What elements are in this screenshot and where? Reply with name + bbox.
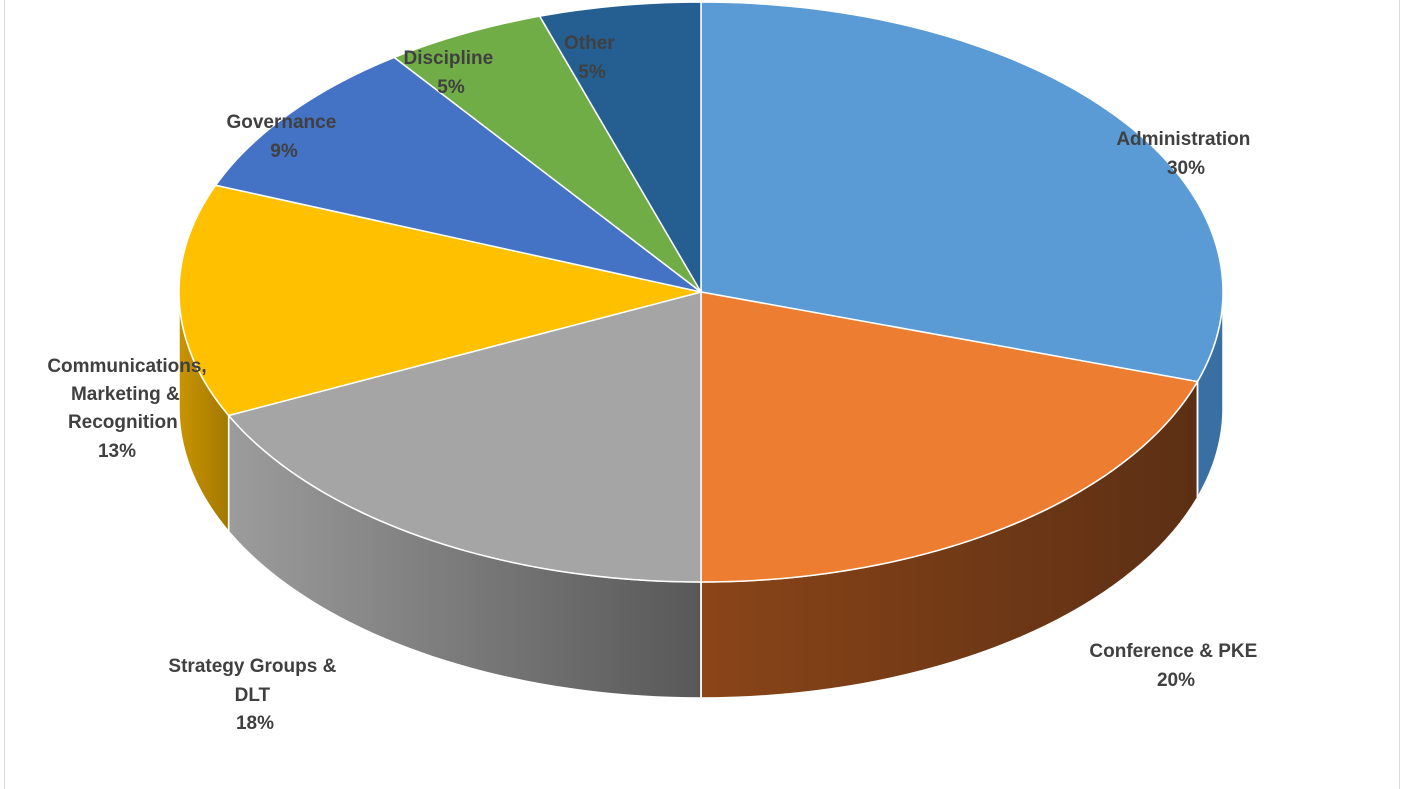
slice-discipline <box>393 15 702 293</box>
label-other: Other 5% <box>564 33 620 83</box>
label-administration: Administration 30% <box>1116 129 1255 179</box>
slice-strategy-groups-dlt <box>227 291 702 583</box>
slice-governance <box>214 56 702 293</box>
chart-frame <box>4 0 1400 789</box>
slice-conference-pke <box>700 291 1199 583</box>
slice-communications-marketing-recognition <box>178 184 702 417</box>
pie-slices <box>178 1 1224 583</box>
slice-other <box>538 1 702 293</box>
slice-administration <box>700 1 1224 383</box>
data-labels: Administration 30% Conference & PKE 20% … <box>47 33 1262 734</box>
label-discipline: Discipline 5% <box>403 48 498 98</box>
label-strategy: Strategy Groups & DLT 18% <box>168 656 341 734</box>
label-conference: Conference & PKE 20% <box>1089 641 1262 691</box>
label-communications: Communications, Marketing & Recognition … <box>47 356 212 462</box>
label-governance: Governance 9% <box>226 112 341 162</box>
